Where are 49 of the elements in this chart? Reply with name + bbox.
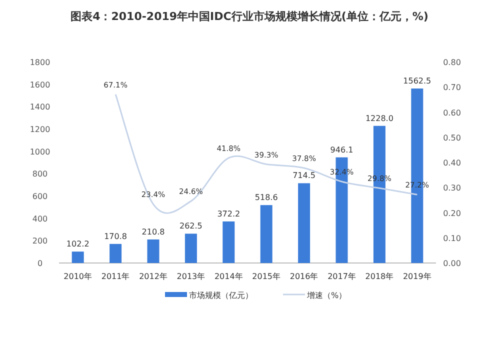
- x-tick-label: 2012年: [139, 272, 168, 281]
- x-tick-label: 2015年: [252, 272, 281, 281]
- y-tick-label: 1800: [30, 58, 50, 67]
- y2-tick-label: 0.20: [443, 208, 461, 218]
- y2-tick-label: 0.60: [443, 108, 461, 118]
- bar: [260, 205, 272, 263]
- y-tick-label: 400: [32, 214, 48, 224]
- y-tick-label: 1600: [30, 80, 50, 90]
- y-tick-label: 800: [32, 170, 48, 179]
- y-tick-label: 0: [37, 259, 43, 268]
- x-tick-label: 2011年: [101, 272, 130, 281]
- data-label: 262.5: [179, 222, 202, 231]
- x-tick-label: 2013年: [176, 272, 206, 281]
- data-label: 102.2: [66, 240, 90, 249]
- data-label: 946.1: [330, 145, 354, 154]
- x-tick-label: 2014年: [214, 272, 243, 281]
- bar: [184, 234, 197, 263]
- data-label: 372.2: [217, 209, 240, 218]
- y-tick-label: 600: [32, 192, 48, 201]
- data-label: 1228.0: [365, 114, 394, 123]
- data-label: 714.5: [292, 171, 316, 180]
- x-tick-label: 2016年: [290, 272, 318, 281]
- x-tick-label: 2018年: [365, 272, 394, 281]
- y2-tick-label: 0.50: [443, 133, 461, 142]
- bar: [110, 244, 122, 263]
- data-label: 1562.5: [403, 76, 432, 86]
- bar: [147, 239, 160, 263]
- x-tick-label: 2019年: [402, 272, 432, 281]
- data-label: 170.8: [104, 232, 128, 241]
- data-label: 518.6: [254, 193, 278, 202]
- y-tick-label: 1000: [30, 147, 50, 156]
- x-tick-label: 2017年: [328, 272, 356, 281]
- y-tick-label: 1200: [30, 125, 50, 134]
- x-tick-label: 2010年: [64, 272, 92, 281]
- bar: [222, 221, 235, 263]
- y2-tick-label: 0.70: [443, 83, 461, 92]
- y2-tick-label: 0.10: [443, 234, 461, 243]
- data-label: 210.8: [142, 227, 165, 236]
- chart-title: 图表4：2010-2019年中国IDC行业市场规模增长情况(单位：亿元，%): [70, 10, 428, 23]
- y2-tick-label: 0.30: [443, 184, 461, 193]
- y-tick-label: 200: [32, 236, 48, 246]
- legend-label: 增速（%）: [306, 291, 347, 300]
- y-tick-label: 1400: [30, 102, 50, 112]
- bar: [72, 252, 84, 263]
- bar: [298, 183, 310, 263]
- y2-tick-label: 0.40: [443, 158, 461, 168]
- y2-tick-label: 0.80: [443, 58, 461, 67]
- legend-label: 市场规模（亿元）: [189, 291, 253, 300]
- y2-tick-label: 0.00: [443, 259, 461, 268]
